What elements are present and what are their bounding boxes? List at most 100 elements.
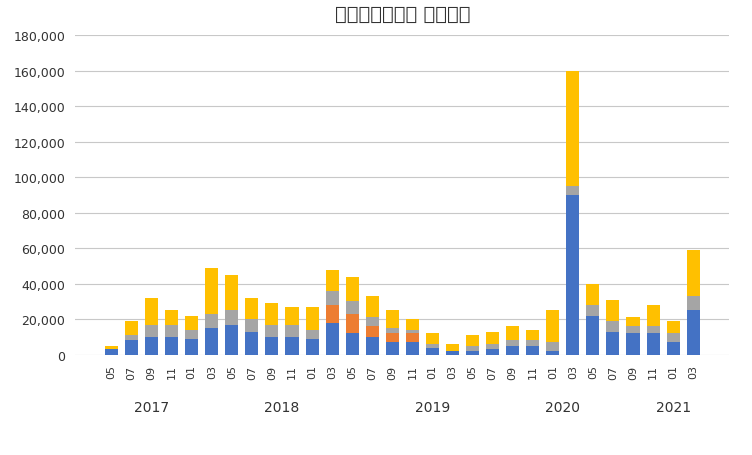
- Bar: [386, 311, 399, 329]
- Bar: [185, 330, 199, 339]
- Bar: [626, 327, 639, 334]
- Bar: [286, 325, 299, 337]
- Bar: [606, 300, 620, 321]
- Bar: [346, 302, 359, 314]
- Bar: [466, 346, 479, 351]
- Bar: [426, 348, 439, 355]
- Bar: [546, 311, 559, 343]
- Title: ループイフダン 月別収益: ループイフダン 月別収益: [335, 5, 470, 24]
- Bar: [466, 351, 479, 355]
- Bar: [265, 325, 278, 337]
- Bar: [587, 316, 599, 355]
- Bar: [205, 314, 218, 329]
- Bar: [587, 284, 599, 305]
- Bar: [346, 334, 359, 355]
- Bar: [406, 319, 419, 330]
- Bar: [647, 334, 660, 355]
- Bar: [647, 327, 660, 334]
- Bar: [606, 321, 620, 332]
- Bar: [406, 334, 419, 343]
- Bar: [406, 343, 419, 355]
- Bar: [386, 343, 399, 355]
- Text: 2018: 2018: [265, 400, 299, 415]
- Bar: [245, 298, 259, 319]
- Bar: [687, 297, 699, 311]
- Bar: [647, 305, 660, 327]
- Bar: [426, 334, 439, 344]
- Bar: [145, 337, 158, 355]
- Bar: [305, 339, 319, 355]
- Bar: [125, 335, 138, 341]
- Bar: [265, 337, 278, 355]
- Bar: [446, 351, 459, 355]
- Bar: [105, 346, 118, 349]
- Bar: [506, 327, 519, 341]
- Bar: [506, 341, 519, 346]
- Bar: [286, 307, 299, 325]
- Bar: [526, 346, 539, 355]
- Bar: [365, 327, 379, 337]
- Bar: [305, 307, 319, 330]
- Bar: [546, 343, 559, 351]
- Bar: [245, 332, 259, 355]
- Text: 2021: 2021: [656, 400, 690, 415]
- Bar: [165, 311, 178, 325]
- Bar: [365, 337, 379, 355]
- Bar: [226, 311, 238, 325]
- Bar: [165, 337, 178, 355]
- Bar: [486, 344, 499, 349]
- Bar: [406, 330, 419, 334]
- Bar: [105, 349, 118, 355]
- Bar: [145, 298, 158, 325]
- Bar: [687, 251, 699, 297]
- Text: 2019: 2019: [415, 400, 450, 415]
- Bar: [326, 305, 338, 323]
- Bar: [486, 332, 499, 344]
- Legend: AUD/JPY, CAD/JPY, EUR/JPY, USD/JPY: AUD/JPY, CAD/JPY, EUR/JPY, USD/JPY: [220, 450, 584, 455]
- Bar: [205, 329, 218, 355]
- Bar: [626, 318, 639, 327]
- Bar: [566, 196, 579, 355]
- Bar: [386, 334, 399, 343]
- Bar: [666, 321, 680, 334]
- Bar: [226, 325, 238, 355]
- Bar: [346, 277, 359, 302]
- Text: 2020: 2020: [545, 400, 581, 415]
- Bar: [666, 343, 680, 355]
- Bar: [606, 332, 620, 355]
- Bar: [626, 334, 639, 355]
- Bar: [687, 311, 699, 355]
- Bar: [185, 316, 199, 330]
- Bar: [265, 303, 278, 325]
- Bar: [205, 268, 218, 314]
- Bar: [666, 334, 680, 343]
- Bar: [245, 319, 259, 332]
- Bar: [286, 337, 299, 355]
- Bar: [226, 275, 238, 311]
- Bar: [326, 323, 338, 355]
- Bar: [546, 351, 559, 355]
- Bar: [326, 270, 338, 291]
- Bar: [326, 291, 338, 305]
- Bar: [365, 297, 379, 318]
- Bar: [145, 325, 158, 337]
- Bar: [526, 330, 539, 341]
- Bar: [185, 339, 199, 355]
- Bar: [386, 329, 399, 334]
- Bar: [165, 325, 178, 337]
- Bar: [365, 318, 379, 327]
- Bar: [125, 321, 138, 335]
- Bar: [587, 305, 599, 316]
- Bar: [506, 346, 519, 355]
- Bar: [305, 330, 319, 339]
- Bar: [486, 349, 499, 355]
- Bar: [566, 187, 579, 196]
- Bar: [466, 335, 479, 346]
- Bar: [125, 341, 138, 355]
- Bar: [566, 72, 579, 187]
- Text: 2017: 2017: [134, 400, 169, 415]
- Bar: [426, 344, 439, 348]
- Bar: [526, 341, 539, 346]
- Bar: [446, 344, 459, 351]
- Bar: [346, 314, 359, 334]
